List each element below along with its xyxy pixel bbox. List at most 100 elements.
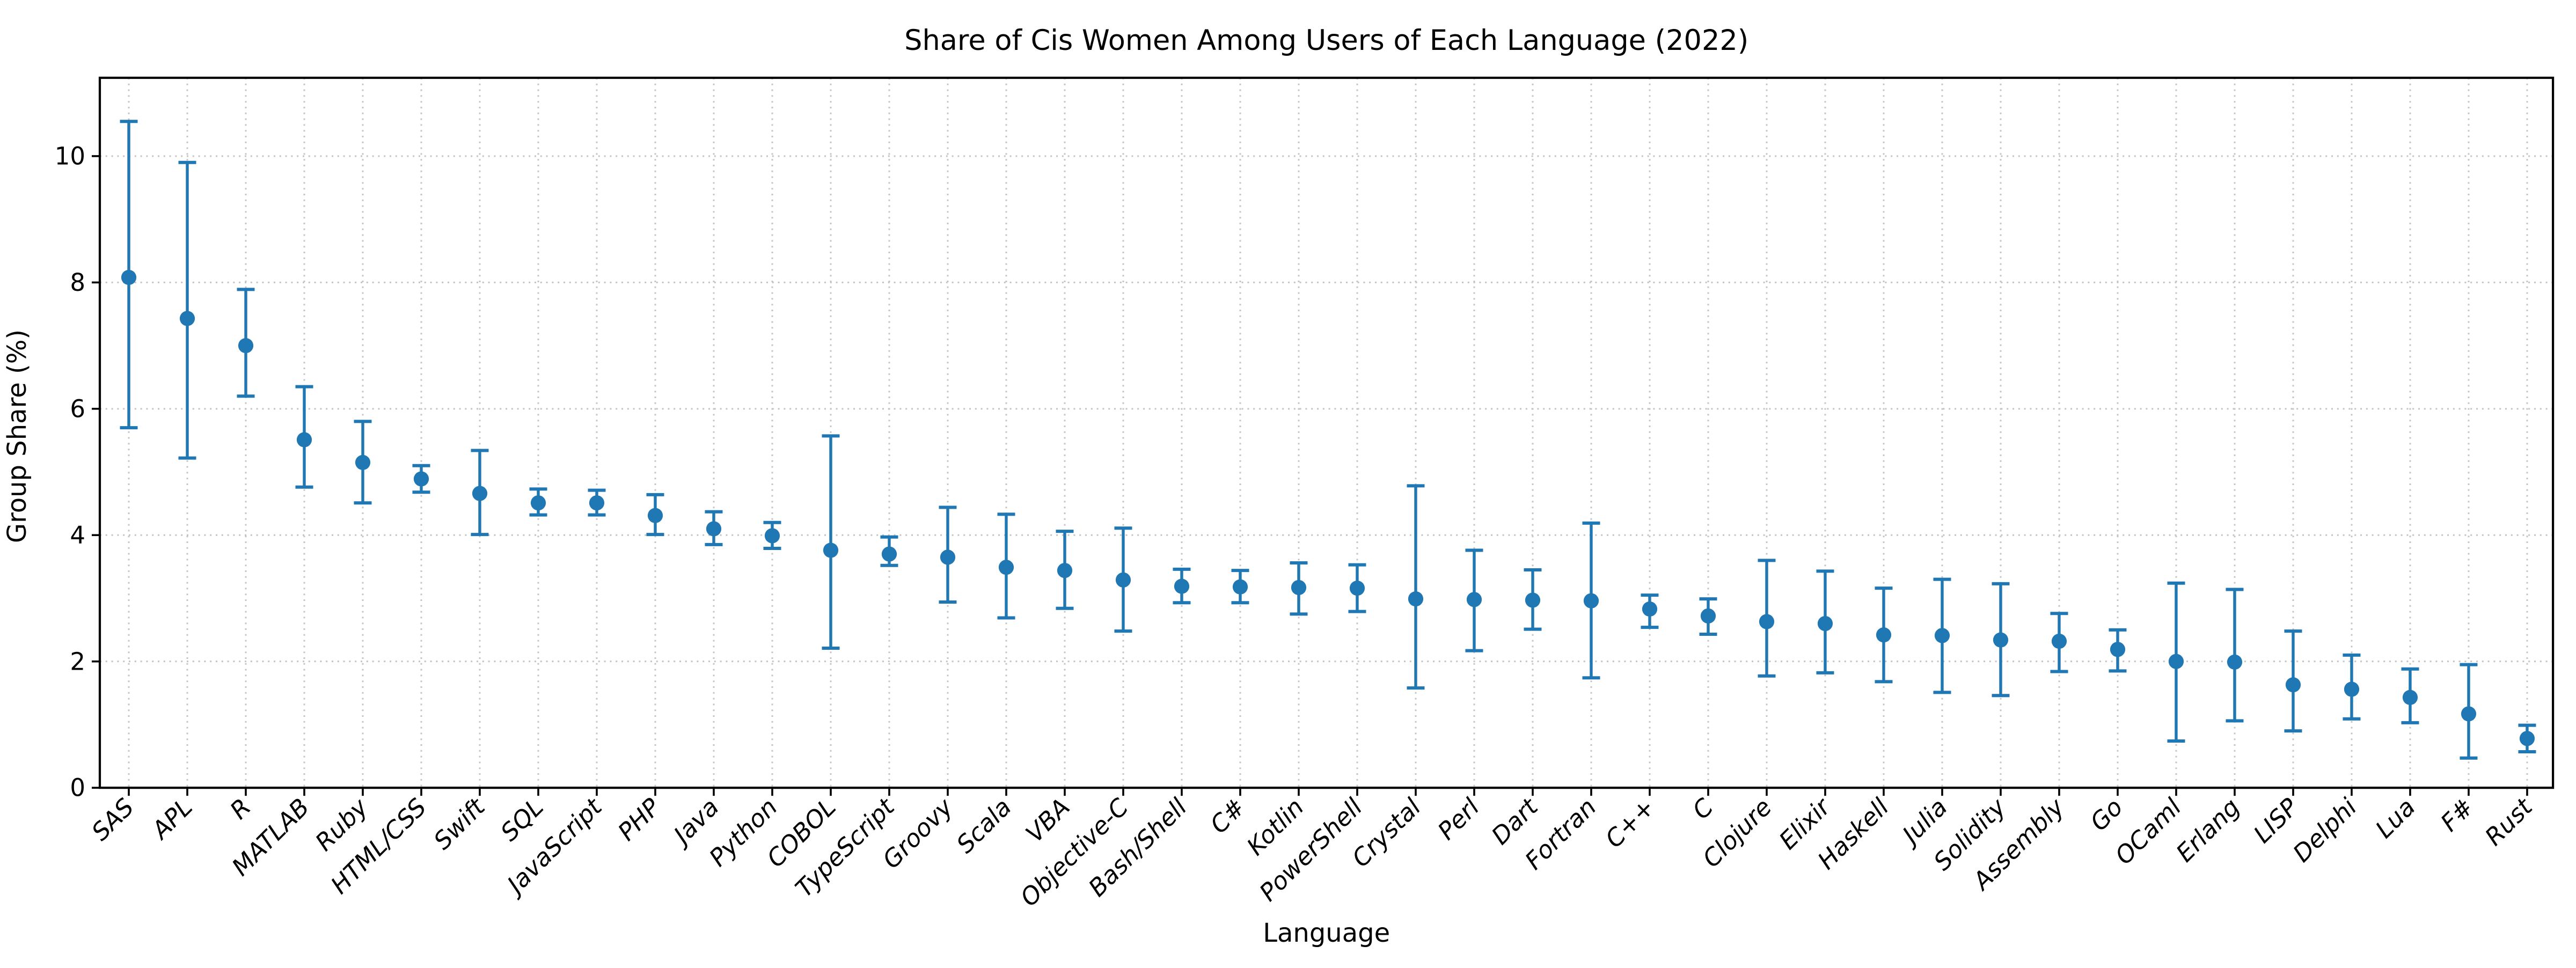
data-series: [120, 120, 2536, 760]
errorbar-point: [354, 420, 372, 505]
errorbar-point: [1348, 563, 1366, 613]
data-marker: [1993, 632, 2009, 648]
data-marker: [1174, 578, 1190, 594]
errorbar-point: [1056, 530, 1074, 610]
errorbar-point: [120, 120, 138, 430]
x-tick-label: F#: [2435, 793, 2479, 837]
data-marker: [1934, 628, 1950, 643]
data-marker: [764, 528, 780, 544]
data-marker: [355, 454, 371, 470]
data-marker: [1876, 627, 1892, 643]
data-marker: [296, 432, 312, 448]
errorbar-point: [1231, 569, 1249, 605]
data-marker: [1232, 579, 1248, 595]
data-marker: [940, 549, 956, 565]
data-marker: [2110, 642, 2126, 657]
errorbar-point: [588, 488, 606, 517]
data-marker: [1115, 572, 1131, 588]
data-marker: [1291, 580, 1307, 596]
errorbar-point: [822, 434, 840, 650]
data-marker: [1700, 608, 1716, 624]
data-marker: [998, 560, 1014, 575]
data-marker: [238, 338, 254, 354]
y-tick-label: 2: [70, 647, 85, 676]
errorbar-point: [295, 385, 313, 489]
x-tick-label: PHP: [612, 793, 666, 846]
errorbar-point: [1816, 569, 1834, 674]
x-tick-label: Rust: [2479, 792, 2538, 851]
errorbar-point: [1758, 559, 1776, 678]
data-marker: [472, 486, 488, 501]
errorbar-point: [529, 487, 547, 517]
errorbar-point: [2284, 629, 2302, 733]
errorbar-point: [2226, 588, 2244, 723]
y-tick-label: 6: [70, 394, 85, 423]
errorbar-point: [1992, 582, 2010, 698]
data-marker: [2344, 681, 2360, 697]
x-tick-label: C: [1687, 793, 1719, 825]
x-tick-label: Swift: [428, 792, 492, 855]
data-marker: [1817, 615, 1833, 632]
y-axis-label: Group Share (%): [2, 329, 32, 543]
errorbar-point: [1407, 484, 1425, 690]
x-tick-label: Perl: [1432, 793, 1485, 846]
errorbar-point: [2518, 723, 2536, 754]
data-marker: [1759, 614, 1775, 629]
errorbar-point: [1290, 561, 1308, 616]
x-tick-label: Delphi: [2287, 793, 2362, 868]
chart-title: Share of Cis Women Among Users of Each L…: [904, 24, 1748, 57]
y-tick-label: 8: [70, 268, 85, 297]
data-marker: [1525, 592, 1541, 608]
x-tick-label: Go: [2084, 793, 2128, 837]
data-marker: [1583, 593, 1599, 608]
y-tick-label: 10: [55, 142, 85, 171]
errorbar-point: [646, 493, 664, 537]
data-marker: [413, 471, 429, 487]
data-marker: [647, 508, 663, 523]
errorbar-point: [2050, 612, 2068, 673]
x-tick-label: Scala: [951, 793, 1017, 859]
y-tick-label: 4: [70, 521, 85, 549]
plot-frame: [98, 76, 2555, 789]
x-tick-label: APL: [145, 793, 197, 845]
data-marker: [2227, 654, 2243, 670]
x-tick-label: Lua: [2370, 793, 2421, 844]
data-marker: [1642, 601, 1658, 617]
y-tick-label: 0: [70, 774, 85, 802]
errorbar-point: [2460, 663, 2478, 760]
errorbar-point: [1933, 577, 1951, 694]
errorbar-point: [1641, 593, 1659, 629]
errorbar-point: [997, 512, 1015, 620]
errorbar-point: [237, 288, 255, 398]
data-marker: [1408, 591, 1424, 607]
data-marker: [2461, 706, 2477, 722]
errorbar-point: [178, 160, 196, 460]
errorbar-point: [880, 535, 898, 567]
data-marker: [2168, 654, 2184, 669]
data-marker: [2402, 690, 2418, 705]
x-tick-label: R: [224, 793, 257, 825]
errorbar-point: [412, 464, 430, 494]
errorbar-point: [1582, 521, 1600, 680]
data-marker: [1057, 563, 1073, 578]
data-marker: [706, 521, 722, 537]
errorbar-point: [763, 520, 781, 550]
errorbar-point: [1699, 597, 1717, 636]
x-tick-label: Erlang: [2170, 793, 2245, 867]
data-marker: [2519, 731, 2535, 746]
x-tick-label: OCaml: [2110, 793, 2187, 870]
errorbar-point: [2343, 653, 2361, 721]
errorbar-point: [471, 449, 489, 537]
errorbar-point: [1875, 586, 1893, 684]
x-tick-label: SAS: [86, 793, 140, 846]
errorbar-point: [939, 505, 957, 604]
errorbar-point: [1114, 526, 1132, 633]
data-marker: [2285, 677, 2301, 693]
data-marker: [881, 546, 897, 562]
data-marker: [121, 269, 137, 285]
errorbar-point: [2109, 628, 2127, 673]
data-marker: [1349, 581, 1365, 596]
errorbar-point: [705, 510, 723, 546]
